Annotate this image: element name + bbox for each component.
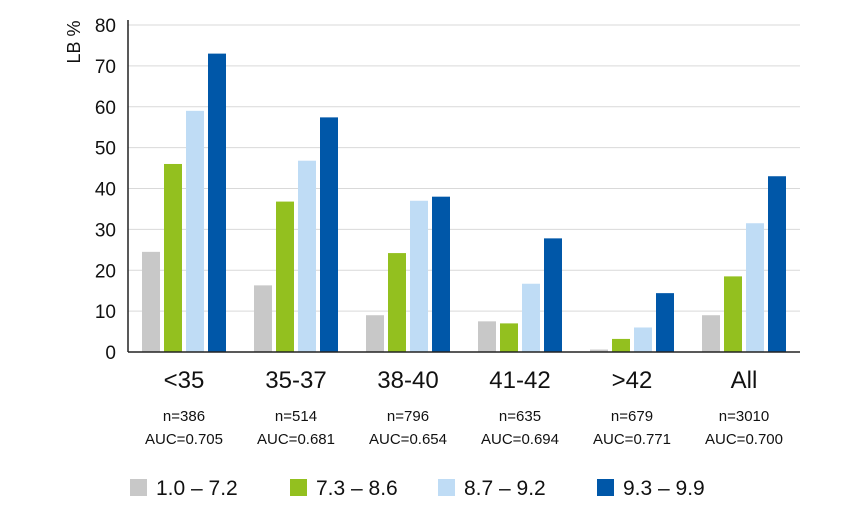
auc-label: AUC=0.700 [705,431,783,448]
legend-swatch [438,479,455,496]
bar-3-1 [186,110,204,353]
legend-swatch [290,479,307,496]
x-category-label: 41-42 [489,367,550,394]
sample-size-label: n=514 [275,408,317,425]
y-tick-label: 60 [95,98,116,119]
bar-2-1 [164,163,182,352]
legend-swatch [130,479,147,496]
gridlines [128,24,800,312]
auc-label: AUC=0.705 [145,431,223,448]
legend-swatch [597,479,614,496]
x-category-label: All [731,367,758,394]
x-category-label: 38-40 [377,367,438,394]
bar-4-2 [320,117,338,352]
bar-3-4 [522,283,540,352]
axes [127,20,800,353]
bar-4-1 [208,53,226,353]
sample-size-label: n=679 [611,408,653,425]
y-tick-label: 80 [95,16,116,37]
sample-size-label: n=796 [387,408,429,425]
y-tick-label: 70 [95,57,116,78]
bar-1-3 [366,315,384,352]
sample-size-label: n=3010 [719,408,769,425]
auc-label: AUC=0.694 [481,431,559,448]
bar-4-5 [656,293,674,352]
x-category-label: <35 [164,367,205,394]
auc-label: AUC=0.654 [369,431,447,448]
bar-3-3 [410,200,428,352]
bar-2-6 [724,276,742,352]
sample-size-label: n=386 [163,408,205,425]
labels: 0 10 20 30 40 50 60 70 80 LB % <35 n=386 AUC=0.705 35… [64,16,783,448]
bar-3-5 [634,327,652,352]
y-axis-label: LB % [64,20,84,63]
bar-3-6 [746,223,764,352]
bar-4-4 [544,238,562,352]
bars [142,53,786,353]
legend-label: 8.7 – 9.2 [464,477,546,500]
bar-1-1 [142,251,160,352]
auc-label: AUC=0.681 [257,431,335,448]
y-tick-label: 0 [105,343,116,364]
bar-1-6 [702,315,720,352]
bar-1-2 [254,285,272,352]
bar-1-4 [478,321,496,352]
bar-2-2 [276,201,294,352]
auc-label: AUC=0.771 [593,431,671,448]
sample-size-label: n=635 [499,408,541,425]
bar-4-6 [768,176,786,352]
y-tick-label: 20 [95,261,116,282]
bar-2-4 [500,323,518,352]
x-category-label: >42 [612,367,653,394]
legend-label: 7.3 – 8.6 [316,477,398,500]
bar-2-3 [388,253,406,352]
x-category-label: 35-37 [265,367,326,394]
bar-4-3 [432,196,450,352]
legend-label: 9.3 – 9.9 [623,477,705,500]
bar-1-5 [590,349,608,352]
y-tick-label: 10 [95,302,116,323]
bar-2-5 [612,338,630,352]
y-tick-label: 30 [95,220,116,241]
bar-3-2 [298,160,316,352]
y-tick-label: 50 [95,139,116,160]
y-tick-label: 40 [95,180,116,201]
legend-label: 1.0 – 7.2 [156,477,238,500]
legend: 1.0 – 7.2 7.3 – 8.6 8.7 – 9.2 9.3 – 9.9 [130,477,705,500]
